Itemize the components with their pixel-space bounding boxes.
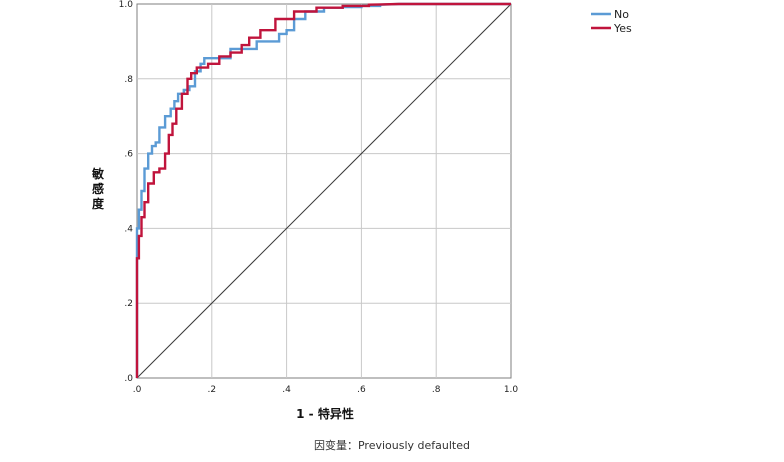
x-tick-label: .4: [282, 385, 291, 395]
x-tick-label: .2: [208, 385, 217, 395]
y-tick-label: .6: [124, 150, 133, 160]
x-tick-label: .0: [133, 385, 142, 395]
y-axis-ticks: .0 .2 .4 .6 .8 1.0: [119, 0, 134, 384]
grid-lines: [137, 4, 511, 378]
y-tick-label: .2: [124, 299, 133, 309]
series-line-no: [135, 2, 511, 378]
y-tick-label: .0: [124, 374, 133, 384]
reference-diagonal: [136, 3, 512, 379]
x-tick-label: .8: [432, 385, 441, 395]
legend-label-yes: Yes: [613, 22, 632, 35]
x-tick-label: 1.0: [504, 385, 519, 395]
y-tick-label: .4: [124, 224, 133, 234]
y-tick-label: 1.0: [119, 0, 134, 10]
x-axis-ticks: .0 .2 .4 .6 .8 1.0: [133, 385, 519, 395]
y-tick-label: .8: [124, 75, 133, 85]
legend-label-no: No: [614, 8, 629, 21]
series-group: [135, 2, 511, 378]
x-tick-label: .6: [357, 385, 366, 395]
y-axis-title: 敏感度: [91, 166, 105, 211]
series-line-yes: [135, 2, 511, 378]
x-axis-title: 1 - 特异性: [296, 406, 354, 421]
dependent-variable-note: 因变量：Previously defaulted: [313, 439, 470, 452]
